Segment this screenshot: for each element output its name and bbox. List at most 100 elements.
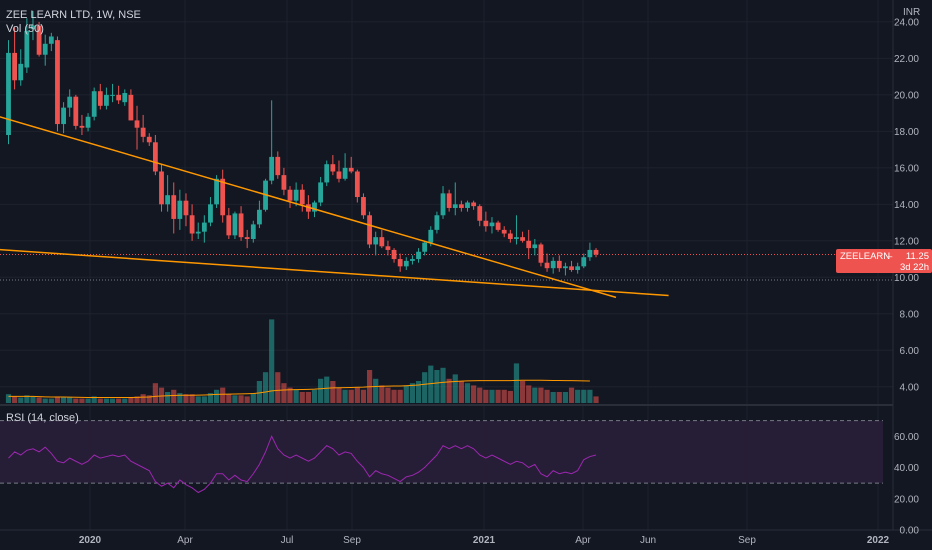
candle-body [152,142,158,172]
volume-bar [562,392,569,403]
trendlines[interactable] [0,95,669,299]
candle-body [483,220,489,227]
price-tick-label: 12.00 [894,236,919,247]
time-tick-label: 2021 [473,535,496,546]
rsi-tick-label: 0.00 [900,526,920,537]
volume-bar [360,389,367,403]
volume-bar [250,393,256,403]
candle-body [556,260,562,269]
rsi-legend[interactable]: RSI (14, close) [6,412,79,424]
candle-body [226,215,232,236]
volume-bar [60,397,67,403]
price-tick-label: 16.00 [894,163,919,174]
volume-bar [477,387,483,403]
volume-bar [140,394,146,403]
candle-body [30,25,36,30]
volume-bar [495,389,501,403]
candle-body [575,266,581,270]
price-badge-bg [836,249,932,273]
volume-bar [54,396,61,403]
volume-ma-line [8,379,590,398]
candle-body [195,231,201,234]
candle-body [24,31,30,68]
candle-body [593,249,599,255]
candle-body [281,175,287,190]
trendline[interactable] [0,95,617,299]
volume-bar [446,378,452,403]
volume-bar [256,381,263,403]
candle-body [526,240,532,249]
candle-body [489,222,495,227]
candle-body [465,202,470,208]
volume-bar [379,385,385,403]
candle-body [293,189,299,201]
chart-title[interactable]: ZEE LEARN LTD, 1W, NSE [6,9,141,21]
volume-bar [330,381,336,403]
candle-body [367,215,372,245]
volume-bar [299,392,305,403]
rsi-line [8,435,597,494]
candle-body [61,107,66,125]
price-badge-dot: – [887,251,893,262]
candle-body [91,91,97,117]
volume-bar [403,385,409,403]
volume-bar [79,398,85,403]
volume-bar [146,395,152,403]
candle-body [134,120,140,128]
volume-bar [165,392,171,403]
candle-body [128,94,134,121]
rsi-axis[interactable]: 60.00 40.00 20.00 0.00 [894,432,919,537]
volume-bar [281,383,287,403]
candle-body [379,237,385,247]
volume-bar [244,396,250,403]
candle-body [342,167,348,179]
time-tick-label: Sep [738,535,756,546]
candle-body [48,36,54,44]
candle-body [275,156,281,176]
volume-bar [373,378,379,403]
time-tick-label: Jul [281,535,294,546]
price-badge: ZEELEARN – 11.25 3d 22h [836,249,932,273]
time-axis[interactable]: 2020 Apr Jul Sep 2021 Apr Jun Sep 2022 [79,535,890,546]
volume-bar [232,395,238,403]
candle-body [410,259,415,261]
volume-legend[interactable]: Vol (50) [6,23,44,35]
volume-bar [85,398,91,403]
time-tick-label: Apr [177,535,193,546]
candle-body [587,249,593,258]
volume-bar [42,398,48,403]
volume-bar [226,394,232,403]
volume-bar [391,389,397,403]
price-tick-label: 22.00 [894,54,919,65]
volume-bar [158,387,165,403]
price-axis[interactable]: 24.00 22.00 20.00 18.00 16.00 14.00 12.00 10.00… [894,17,919,393]
candle-body [299,189,305,205]
rsi-tick-label: 60.00 [894,432,919,443]
volume-bar [48,398,54,403]
volume-bar [207,393,214,403]
candle-body [165,195,171,205]
volume-bar [532,387,538,403]
candle-body [146,136,152,143]
volume-bar [397,389,403,403]
candle-body [428,229,434,243]
time-tick-label: Apr [575,535,591,546]
candle-body [238,213,244,238]
volume-bar [434,370,440,403]
candle-body [208,204,213,223]
candle-body [110,94,115,96]
candle-body [116,94,122,101]
trendline[interactable] [0,244,669,297]
candle-body [471,202,477,207]
price-tick-label: 18.00 [894,127,919,138]
candle-body [391,249,397,260]
volume-bar [544,389,550,403]
candle-body [140,127,146,137]
candle-body [403,260,409,267]
price-tick-label: 20.00 [894,90,919,101]
candle-body [42,43,48,55]
time-tick-label: 2022 [867,535,890,546]
volume-bar [293,389,299,403]
candle-body [269,156,275,181]
